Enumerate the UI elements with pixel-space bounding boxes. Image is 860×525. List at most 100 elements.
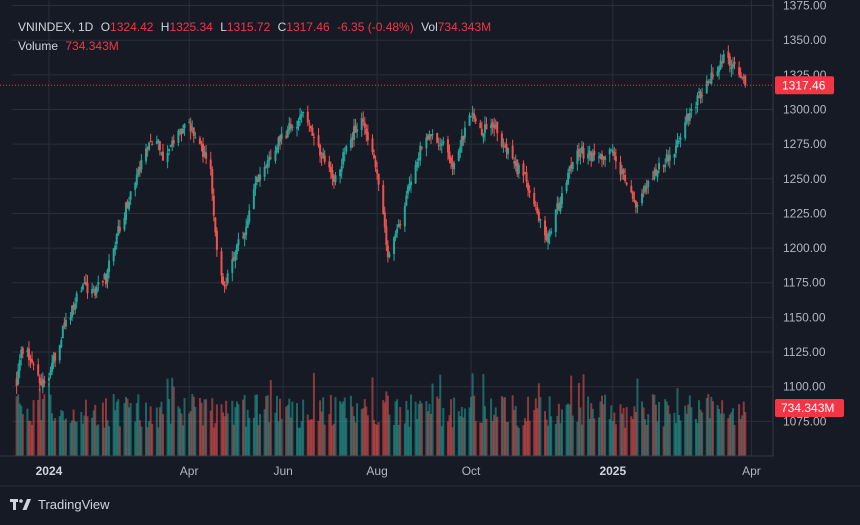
volume-label[interactable]: Volume	[18, 39, 59, 53]
candle-body	[377, 173, 380, 185]
candle-body	[442, 141, 445, 144]
volume-bar	[494, 407, 497, 456]
candle-body	[95, 286, 98, 294]
volume-legend[interactable]: Volume 734.343M	[18, 39, 119, 53]
candle-body	[502, 145, 505, 147]
candle-body	[399, 223, 402, 226]
volume-bar	[31, 424, 34, 456]
candle-body	[567, 172, 570, 185]
volume-bar	[178, 408, 181, 456]
footer-brand[interactable]: TradingView	[10, 497, 110, 512]
candle-body	[118, 226, 121, 232]
volume-bar	[205, 399, 208, 456]
volume-bar	[117, 399, 120, 456]
candle-body	[114, 245, 117, 251]
volume-bar	[711, 401, 714, 456]
candle-body	[483, 124, 486, 134]
price-tick-label: 1350.00	[783, 33, 827, 47]
volume-bar	[624, 427, 627, 456]
candle-body	[644, 185, 647, 192]
candle-body	[430, 134, 433, 136]
candle-body	[634, 200, 637, 208]
volume-bar	[568, 404, 571, 456]
candle-body	[485, 124, 488, 130]
candle-body	[312, 136, 315, 139]
candle-body	[619, 161, 622, 175]
volume-bar	[18, 403, 21, 456]
candle-body	[588, 150, 591, 156]
volume-bar	[351, 406, 354, 456]
volume-bar	[685, 413, 688, 456]
volume-bar	[591, 408, 594, 456]
candle-body	[160, 152, 163, 154]
candle-body	[591, 153, 594, 162]
candle-body	[343, 152, 346, 154]
volume-bar	[559, 423, 562, 456]
volume-bar	[29, 420, 32, 456]
volume-bar	[226, 413, 229, 456]
candle-body	[41, 378, 44, 389]
volume-bar	[687, 404, 690, 456]
volume-bar	[41, 398, 44, 456]
candle-body	[91, 288, 94, 294]
candle-body	[64, 319, 67, 327]
volume-bar	[383, 402, 386, 456]
candle-body	[126, 201, 129, 208]
volume-bar	[215, 404, 218, 456]
candle-body	[97, 282, 100, 285]
candle-body	[742, 77, 745, 79]
candle-body	[128, 201, 131, 210]
candle-body	[653, 170, 656, 179]
volume-bar	[630, 416, 633, 456]
volume-bar	[741, 415, 744, 456]
volume-bar	[151, 423, 154, 456]
volume-bar	[192, 396, 195, 456]
candle-body	[500, 133, 503, 147]
candle-body	[71, 305, 74, 318]
volume-bar	[265, 396, 268, 456]
ohlc-legend[interactable]: VNINDEX, 1D O1324.42 H1325.34 L1315.72 C…	[18, 20, 491, 34]
volume-bar	[71, 420, 74, 456]
volume-bar	[533, 409, 536, 456]
price-axis[interactable]: 1075.00 1100.00 1125.00 1150.00 1175.00 1200.…	[772, 0, 827, 456]
volume-bar	[544, 411, 547, 456]
candle-body	[191, 127, 194, 130]
volume-bar	[696, 422, 699, 456]
volume-bar	[425, 400, 428, 456]
candle-body	[545, 233, 548, 240]
candle-body	[539, 219, 542, 221]
volume-bar	[386, 395, 389, 456]
volume-bar	[75, 421, 78, 456]
candle-body	[54, 352, 57, 361]
volume-bar	[511, 395, 514, 456]
candle-body	[462, 136, 465, 140]
volume-bar	[97, 424, 100, 456]
candle-body	[577, 148, 580, 157]
volume-bar	[334, 397, 337, 456]
candle-body	[523, 173, 526, 175]
candle-body	[403, 206, 406, 227]
volume-bar	[654, 404, 657, 456]
volume-bar	[480, 422, 483, 456]
candle-body	[408, 183, 411, 189]
volume-bar	[189, 411, 192, 456]
volume-bar	[129, 403, 132, 456]
price-tick-label: 1275.00	[783, 137, 827, 151]
time-tick-label: Jun	[273, 464, 292, 478]
candle-body	[265, 166, 268, 168]
symbol-label[interactable]: VNINDEX, 1D	[18, 20, 94, 34]
volume-bar	[440, 426, 443, 456]
volume-bar	[485, 418, 488, 456]
volume-bar	[500, 396, 503, 456]
candle-body	[678, 140, 681, 142]
candle-body	[362, 119, 365, 122]
volume-bar	[352, 415, 355, 456]
volume-bar	[613, 412, 616, 456]
volume-bar	[43, 394, 46, 456]
candle-body	[525, 172, 528, 182]
candle-body	[437, 144, 440, 146]
candle-body	[582, 147, 585, 159]
time-axis[interactable]: 2024 Apr Jun Aug Oct 2025 Apr	[0, 455, 860, 487]
